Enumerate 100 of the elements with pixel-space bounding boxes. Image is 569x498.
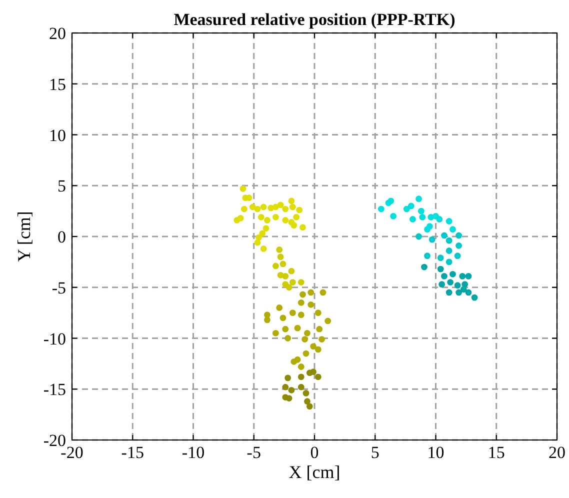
point [416,233,422,240]
point [240,206,248,212]
point [294,324,301,332]
point [456,289,462,296]
point [286,284,292,291]
y-tick-label: 0 [58,228,66,246]
point [418,208,424,214]
point [300,291,306,298]
point [237,214,244,222]
point [446,218,452,224]
point [298,312,304,318]
point [438,281,446,288]
point [437,254,444,262]
y-tick-label: 10 [49,126,66,145]
point [310,343,316,350]
point [298,374,304,380]
point [298,299,304,306]
point [282,326,289,332]
point [314,310,322,316]
y-tick-label: -5 [52,278,66,298]
point [419,214,426,220]
point [436,216,443,222]
point [264,316,270,324]
x-tick-label: 15 [488,443,505,462]
chart-title: Measured relative position (PPP-RTK) [174,10,456,29]
point [304,398,310,405]
point [289,279,296,286]
point [446,258,452,266]
point [441,272,448,280]
point [302,350,310,357]
point [282,206,289,212]
point [403,206,410,212]
point [446,289,452,296]
point [259,230,266,237]
point [290,358,298,365]
x-tick-label: -15 [121,443,144,462]
point [314,374,322,380]
point [300,224,306,231]
point [460,286,467,293]
point [447,279,454,286]
point [249,204,256,210]
point [318,336,325,342]
point [320,289,326,296]
point [465,272,472,280]
point [286,395,292,402]
x-tick-label: 0 [310,443,319,462]
point [410,216,416,222]
point [454,252,461,260]
point [324,318,332,324]
point [388,198,394,204]
point [471,294,478,301]
point [314,346,322,353]
point [284,374,292,382]
point [260,246,267,252]
point [260,204,267,210]
point [240,185,246,192]
y-tick-label: 20 [49,24,66,43]
point [272,330,279,336]
y-tick-label: -15 [43,380,66,400]
y-tick-label: -10 [43,329,66,348]
point [450,270,456,278]
point [446,248,452,254]
point [289,204,296,210]
point [302,336,308,342]
point [288,268,295,274]
point [416,196,422,202]
point [282,384,289,390]
point [277,272,284,278]
point [450,226,456,233]
point [288,386,295,394]
x-tick-label: -10 [182,443,205,462]
point [428,236,436,243]
point [284,335,292,342]
point [308,289,314,296]
x-tick-label: 10 [427,443,444,462]
point [256,234,262,241]
point [277,254,284,260]
point [258,214,264,220]
point [454,282,461,289]
point [424,226,430,233]
point [272,214,279,220]
point [276,304,283,311]
point [254,239,261,246]
point [462,281,468,288]
point [264,312,270,318]
y-tick-label: 5 [58,176,66,196]
point [298,384,304,390]
point [316,326,323,332]
point [310,368,316,376]
y-tick-label: -20 [43,431,66,450]
point [272,262,279,270]
point [290,222,298,229]
x-axis-title: X [cm] [288,462,340,482]
point [296,206,303,214]
point [264,217,270,224]
point [441,232,448,239]
point [254,206,261,212]
y-axis-title: Y [cm] [14,211,34,262]
point [390,212,397,220]
point [276,246,283,253]
